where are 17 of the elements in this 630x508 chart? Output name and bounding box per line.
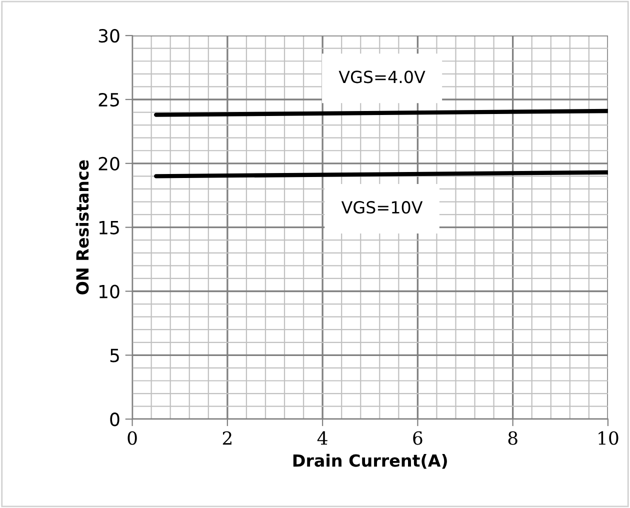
series-label: VGS=10V [341, 201, 423, 214]
x-tick-label: 4 [317, 431, 328, 445]
x-tick-label: 2 [222, 431, 232, 445]
y-tick-label: 15 [100, 221, 119, 234]
series-label: VGS=4.0V [338, 70, 426, 84]
x-tick-label: 6 [413, 431, 422, 445]
y-axis-title: ON Resistance [76, 160, 89, 294]
y-tick-label: 30 [98, 29, 120, 43]
x-tick-label: 10 [598, 431, 618, 445]
y-tick-label: 25 [98, 92, 119, 107]
x-tick-label: 0 [128, 431, 137, 445]
y-tick-label: 0 [110, 412, 120, 426]
y-tick-label: 10 [100, 284, 120, 298]
y-tick-label: 5 [110, 348, 119, 362]
x-tick-label: 8 [508, 431, 518, 445]
y-tick-label: 20 [98, 156, 120, 171]
x-axis-title: Drain Current(A) [293, 454, 447, 469]
